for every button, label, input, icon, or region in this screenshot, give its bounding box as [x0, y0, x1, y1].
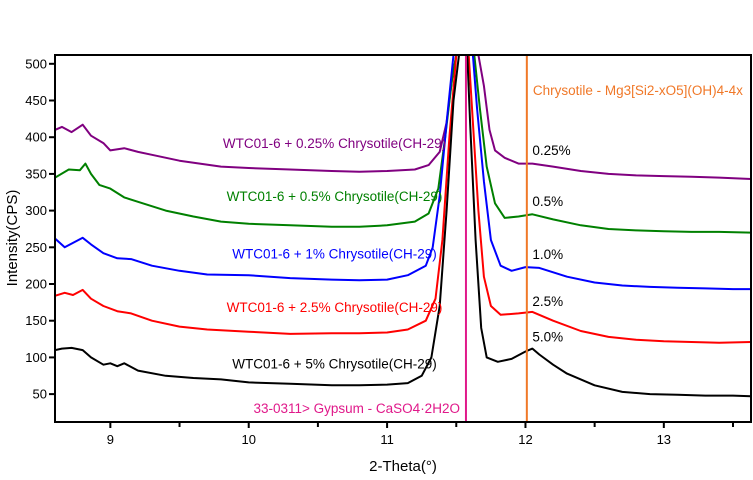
reference-lines-layer: 33-0311> Gypsum - CaSO4·2H2O Chrysotile -…: [253, 55, 743, 422]
y-axis-ticks: 50 100 150 200 250 300 350 400 450 500: [25, 56, 55, 402]
y-tick-label: 300: [25, 203, 47, 218]
series-line-2-5-: [55, 55, 751, 344]
y-tick-label: 400: [25, 130, 47, 145]
x-tick-label: 9: [107, 432, 114, 447]
series-label: WTC01-6 + 0.5% Chrysotile(CH-29): [227, 189, 443, 204]
y-tick-label: 50: [33, 387, 47, 402]
y-tick-label: 250: [25, 240, 47, 255]
y-tick-label: 500: [25, 56, 47, 71]
x-tick-label: 13: [657, 432, 671, 447]
x-axis-ticks: 9 10 11 12 13: [107, 422, 735, 447]
series-line-1-0-: [55, 55, 751, 291]
reference-label-gypsum: 33-0311> Gypsum - CaSO4·2H2O: [253, 401, 459, 416]
y-tick-label: 150: [25, 313, 47, 328]
series-line-5-0-: [55, 55, 751, 398]
percent-label: 0.5%: [532, 194, 563, 209]
series-label: WTC01-6 + 2.5% Chrysotile(CH-29): [227, 300, 443, 315]
series-label: WTC01-6 + 5% Chrysotile(CH-29): [232, 356, 436, 371]
y-tick-label: 350: [25, 166, 47, 181]
percent-label: 2.5%: [532, 294, 563, 309]
series-label: WTC01-6 + 1% Chrysotile(CH-29): [232, 246, 436, 261]
series-line-0-25-: [55, 55, 751, 180]
x-tick-label: 12: [518, 432, 532, 447]
y-tick-label: 100: [25, 350, 47, 365]
y-tick-label: 200: [25, 277, 47, 292]
reference-label-chrysotile: Chrysotile - Mg3[Si2-xO5](OH)4-4x: [533, 83, 743, 98]
series-layer: [55, 55, 751, 398]
percent-label: 5.0%: [532, 329, 563, 344]
plot-frame: [54, 54, 752, 423]
series-label: WTC01-6 + 0.25% Chrysotile(CH-29): [223, 136, 446, 151]
axes-layer: 9 10 11 12 13 50100150200250300350400450500 …: [4, 54, 752, 475]
labels-layer: WTC01-6 + 0.25% Chrysotile(CH-29) WTC01-6…: [223, 136, 571, 371]
y-axis-title: Intensity(CPS): [4, 190, 21, 287]
y-tick-label: 450: [25, 93, 47, 108]
percent-label: 0.25%: [532, 143, 570, 158]
series-line-0-5-: [55, 55, 751, 234]
x-tick-label: 10: [241, 432, 255, 447]
percent-label: 1.0%: [532, 247, 563, 262]
x-tick-label: 11: [380, 432, 394, 447]
x-axis-title: 2-Theta(°): [369, 458, 437, 475]
